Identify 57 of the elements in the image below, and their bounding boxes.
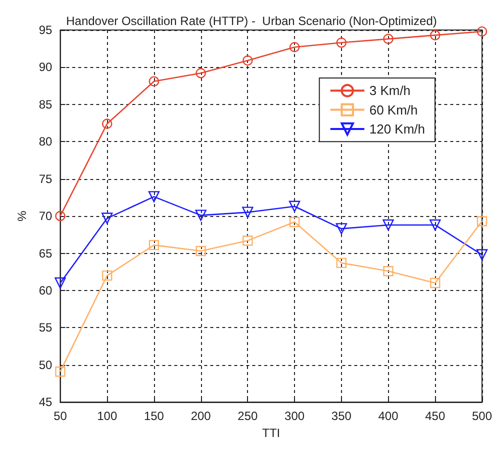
point bbox=[430, 278, 440, 288]
x-axis-title: TTI bbox=[262, 426, 280, 440]
x-tick-label: 200 bbox=[190, 409, 212, 424]
point bbox=[148, 76, 160, 86]
y-tick-label: 45 bbox=[38, 395, 53, 410]
x-tick-label: 300 bbox=[284, 409, 305, 424]
point bbox=[102, 270, 112, 281]
point bbox=[289, 216, 300, 228]
x-tick-label: 450 bbox=[425, 409, 446, 424]
point bbox=[476, 249, 488, 260]
x-tick-label: 500 bbox=[472, 409, 492, 424]
y-tick-label: 80 bbox=[38, 134, 53, 149]
legend-label: 120 Km/h bbox=[369, 122, 426, 136]
point bbox=[383, 34, 394, 44]
chart-title: Handover Oscillation Rate (HTTP) - Urban Scenario (Non-Optimized) bbox=[66, 14, 437, 28]
point bbox=[148, 191, 160, 202]
point bbox=[242, 206, 254, 218]
point bbox=[288, 200, 300, 212]
legend-label: 60 Km/h bbox=[369, 102, 418, 118]
point bbox=[383, 266, 394, 276]
point bbox=[242, 55, 253, 66]
y-tick-label: 70 bbox=[38, 209, 53, 224]
point bbox=[196, 246, 206, 256]
point bbox=[336, 38, 347, 48]
point bbox=[476, 216, 488, 226]
point bbox=[382, 219, 394, 231]
point bbox=[242, 236, 253, 246]
y-tick-label: 55 bbox=[38, 320, 53, 335]
y-axis-title: % bbox=[15, 210, 29, 222]
point bbox=[55, 366, 66, 377]
y-tick-label: 75 bbox=[38, 172, 53, 186]
y-tick-label: 60 bbox=[38, 283, 53, 298]
y-tick-label: 85 bbox=[38, 97, 53, 112]
point bbox=[336, 258, 347, 268]
point bbox=[102, 212, 113, 224]
x-tick-label: 50 bbox=[54, 409, 68, 424]
x-tick-label: 400 bbox=[378, 409, 399, 424]
y-tick-label: 50 bbox=[38, 358, 53, 372]
point bbox=[55, 210, 66, 222]
point bbox=[476, 26, 488, 37]
point bbox=[336, 223, 348, 234]
x-tick-label: 250 bbox=[238, 409, 258, 424]
y-tick-label: 65 bbox=[38, 246, 53, 260]
point bbox=[195, 210, 206, 221]
point bbox=[54, 277, 66, 289]
point bbox=[430, 219, 441, 231]
point bbox=[196, 68, 206, 78]
point bbox=[289, 42, 300, 52]
y-tick-label: 90 bbox=[38, 60, 53, 74]
x-tick-label: 150 bbox=[144, 409, 164, 424]
point bbox=[430, 30, 440, 40]
point bbox=[148, 240, 160, 250]
x-tick-label: 100 bbox=[97, 409, 118, 424]
y-tick-label: 95 bbox=[38, 23, 53, 37]
legend-label: 3 Km/h bbox=[369, 83, 411, 98]
x-tick-label: 350 bbox=[331, 409, 352, 424]
point bbox=[102, 118, 112, 129]
